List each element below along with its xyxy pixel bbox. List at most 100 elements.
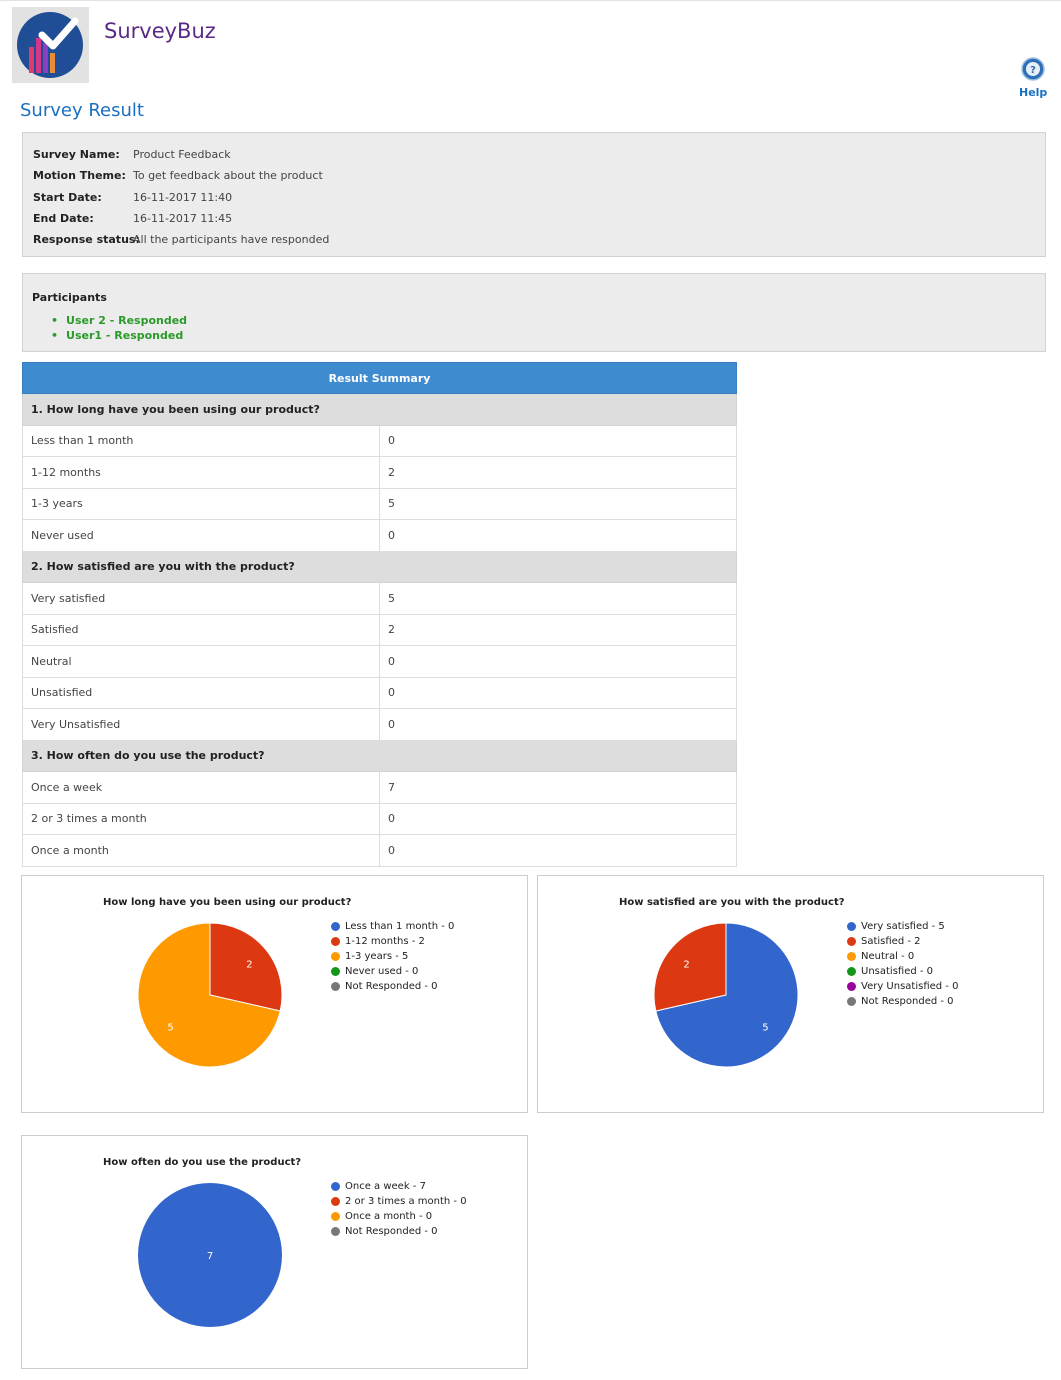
chart-legend: Very satisfied - 5 Satisfied - 2 Neutral… [847,919,958,1009]
top-border [0,0,1061,1]
help-icon: ? [1021,57,1045,81]
question-row: 3. How often do you use the product? [22,739,737,772]
legend-label: 2 or 3 times a month - 0 [345,1196,467,1207]
legend-label: 1-12 months - 2 [345,936,425,947]
table-row: Neutral 0 [22,645,737,678]
legend-label: Very Unsatisfied - 0 [861,981,959,992]
pie-slice-once-a-week [138,1183,282,1327]
legend-item: 1-3 years - 5 [331,949,454,964]
pie-data-label: 5 [167,1022,173,1033]
table-row: Satisfied 2 [22,613,737,646]
legend-item: Not Responded - 0 [331,1224,467,1239]
answer-label: Unsatisfied [22,676,380,709]
answer-count: 0 [379,802,737,835]
legend-item: Satisfied - 2 [847,934,958,949]
pie-slice-1-3-years [137,922,281,1068]
answer-count: 7 [379,771,737,804]
legend-swatch [847,967,856,976]
answer-label: 1-3 years [22,487,380,520]
legend-label: Once a week - 7 [345,1181,426,1192]
pie-chart-satisfaction: How satisfied are you with the product? … [537,875,1044,1113]
legend-item: Very Unsatisfied - 0 [847,979,958,994]
table-row: Very Unsatisfied 0 [22,708,737,741]
answer-label: 2 or 3 times a month [22,802,380,835]
pie-svg: 25 [137,922,283,1068]
answer-count: 5 [379,582,737,615]
answer-count: 0 [379,834,737,867]
end-date-label: End Date: [33,212,94,226]
pie-chart-usage-duration: How long have you been using our product… [21,875,528,1113]
legend-swatch [331,952,340,961]
pie-svg: 7 [138,1183,282,1327]
legend-label: Unsatisfied - 0 [861,966,934,977]
pie-data-label: 5 [762,1022,768,1033]
legend-label: Not Responded - 0 [345,981,438,992]
legend-label: Very satisfied - 5 [861,921,945,932]
question-row: 2. How satisfied are you with the produc… [22,550,737,583]
legend-item: 2 or 3 times a month - 0 [331,1194,467,1209]
end-date-row: End Date: 16-11-2017 11:45 [23,208,1045,229]
legend-item: Less than 1 month - 0 [331,919,454,934]
legend-item: Neutral - 0 [847,949,958,964]
table-row: 1-12 months 2 [22,456,737,489]
page-title: Survey Result [20,100,144,121]
participant-item: User 2 - Responded [51,313,187,328]
legend-swatch [847,997,856,1006]
answer-label: Neutral [22,645,380,678]
legend-item: Once a month - 0 [331,1209,467,1224]
legend-swatch [331,967,340,976]
legend-item: Very satisfied - 5 [847,919,958,934]
legend-swatch [331,922,340,931]
help-button[interactable]: ? Help [1019,57,1047,99]
legend-label: Never used - 0 [345,966,419,977]
help-label[interactable]: Help [1019,86,1048,99]
answer-count: 0 [379,708,737,741]
motion-theme-label: Motion Theme: [33,169,126,183]
legend-swatch [847,982,856,991]
legend-swatch [331,1182,340,1191]
pie-slice-satisfied [653,922,727,1012]
legend-swatch [847,937,856,946]
table-row: Less than 1 month 0 [22,424,737,457]
legend-swatch [331,982,340,991]
answer-count: 0 [379,519,737,552]
table-row: Never used 0 [22,519,737,552]
answer-label: Very satisfied [22,582,380,615]
pie-data-label: 2 [246,960,252,971]
participants-title: Participants [32,291,107,304]
table-row: Unsatisfied 0 [22,676,737,709]
svg-text:?: ? [1030,65,1036,76]
chart-title: How satisfied are you with the product? [619,897,845,908]
legend-item: Not Responded - 0 [847,994,958,1009]
legend-label: Not Responded - 0 [861,996,954,1007]
legend-swatch [847,952,856,961]
legend-label: Not Responded - 0 [345,1226,438,1237]
start-date-value: 16-11-2017 11:40 [133,190,233,204]
chart-title: How long have you been using our product… [103,897,352,908]
answer-count: 0 [379,676,737,709]
answer-label: Once a week [22,771,380,804]
answer-count: 2 [379,613,737,646]
answer-label: Satisfied [22,613,380,646]
pie-data-label: 2 [683,960,689,971]
start-date-row: Start Date: 16-11-2017 11:40 [23,187,1045,208]
motion-theme-row: Motion Theme: To get feedback about the … [23,165,1045,186]
result-summary-table: Result Summary 1. How long have you been… [22,362,737,867]
pie-slice-very-satisfied [655,922,799,1068]
question-row: 1. How long have you been using our prod… [22,393,737,426]
participants-list: User 2 - Responded User1 - Responded [51,313,187,343]
participants-panel: Participants User 2 - Responded User1 - … [22,273,1046,352]
chart-legend: Once a week - 7 2 or 3 times a month - 0… [331,1179,467,1239]
pie-data-label: 7 [207,1251,213,1262]
table-row: Once a month 0 [22,834,737,867]
legend-item: Unsatisfied - 0 [847,964,958,979]
table-row: 2 or 3 times a month 0 [22,802,737,835]
legend-label: 1-3 years - 5 [345,951,409,962]
survey-info-panel: Survey Name: Product Feedback Motion The… [22,132,1046,257]
survey-name-value: Product Feedback [133,148,231,162]
legend-swatch [847,922,856,931]
answer-label: Very Unsatisfied [22,708,380,741]
pie-svg: 52 [653,922,799,1068]
answer-label: 1-12 months [22,456,380,489]
legend-swatch [331,1227,340,1236]
